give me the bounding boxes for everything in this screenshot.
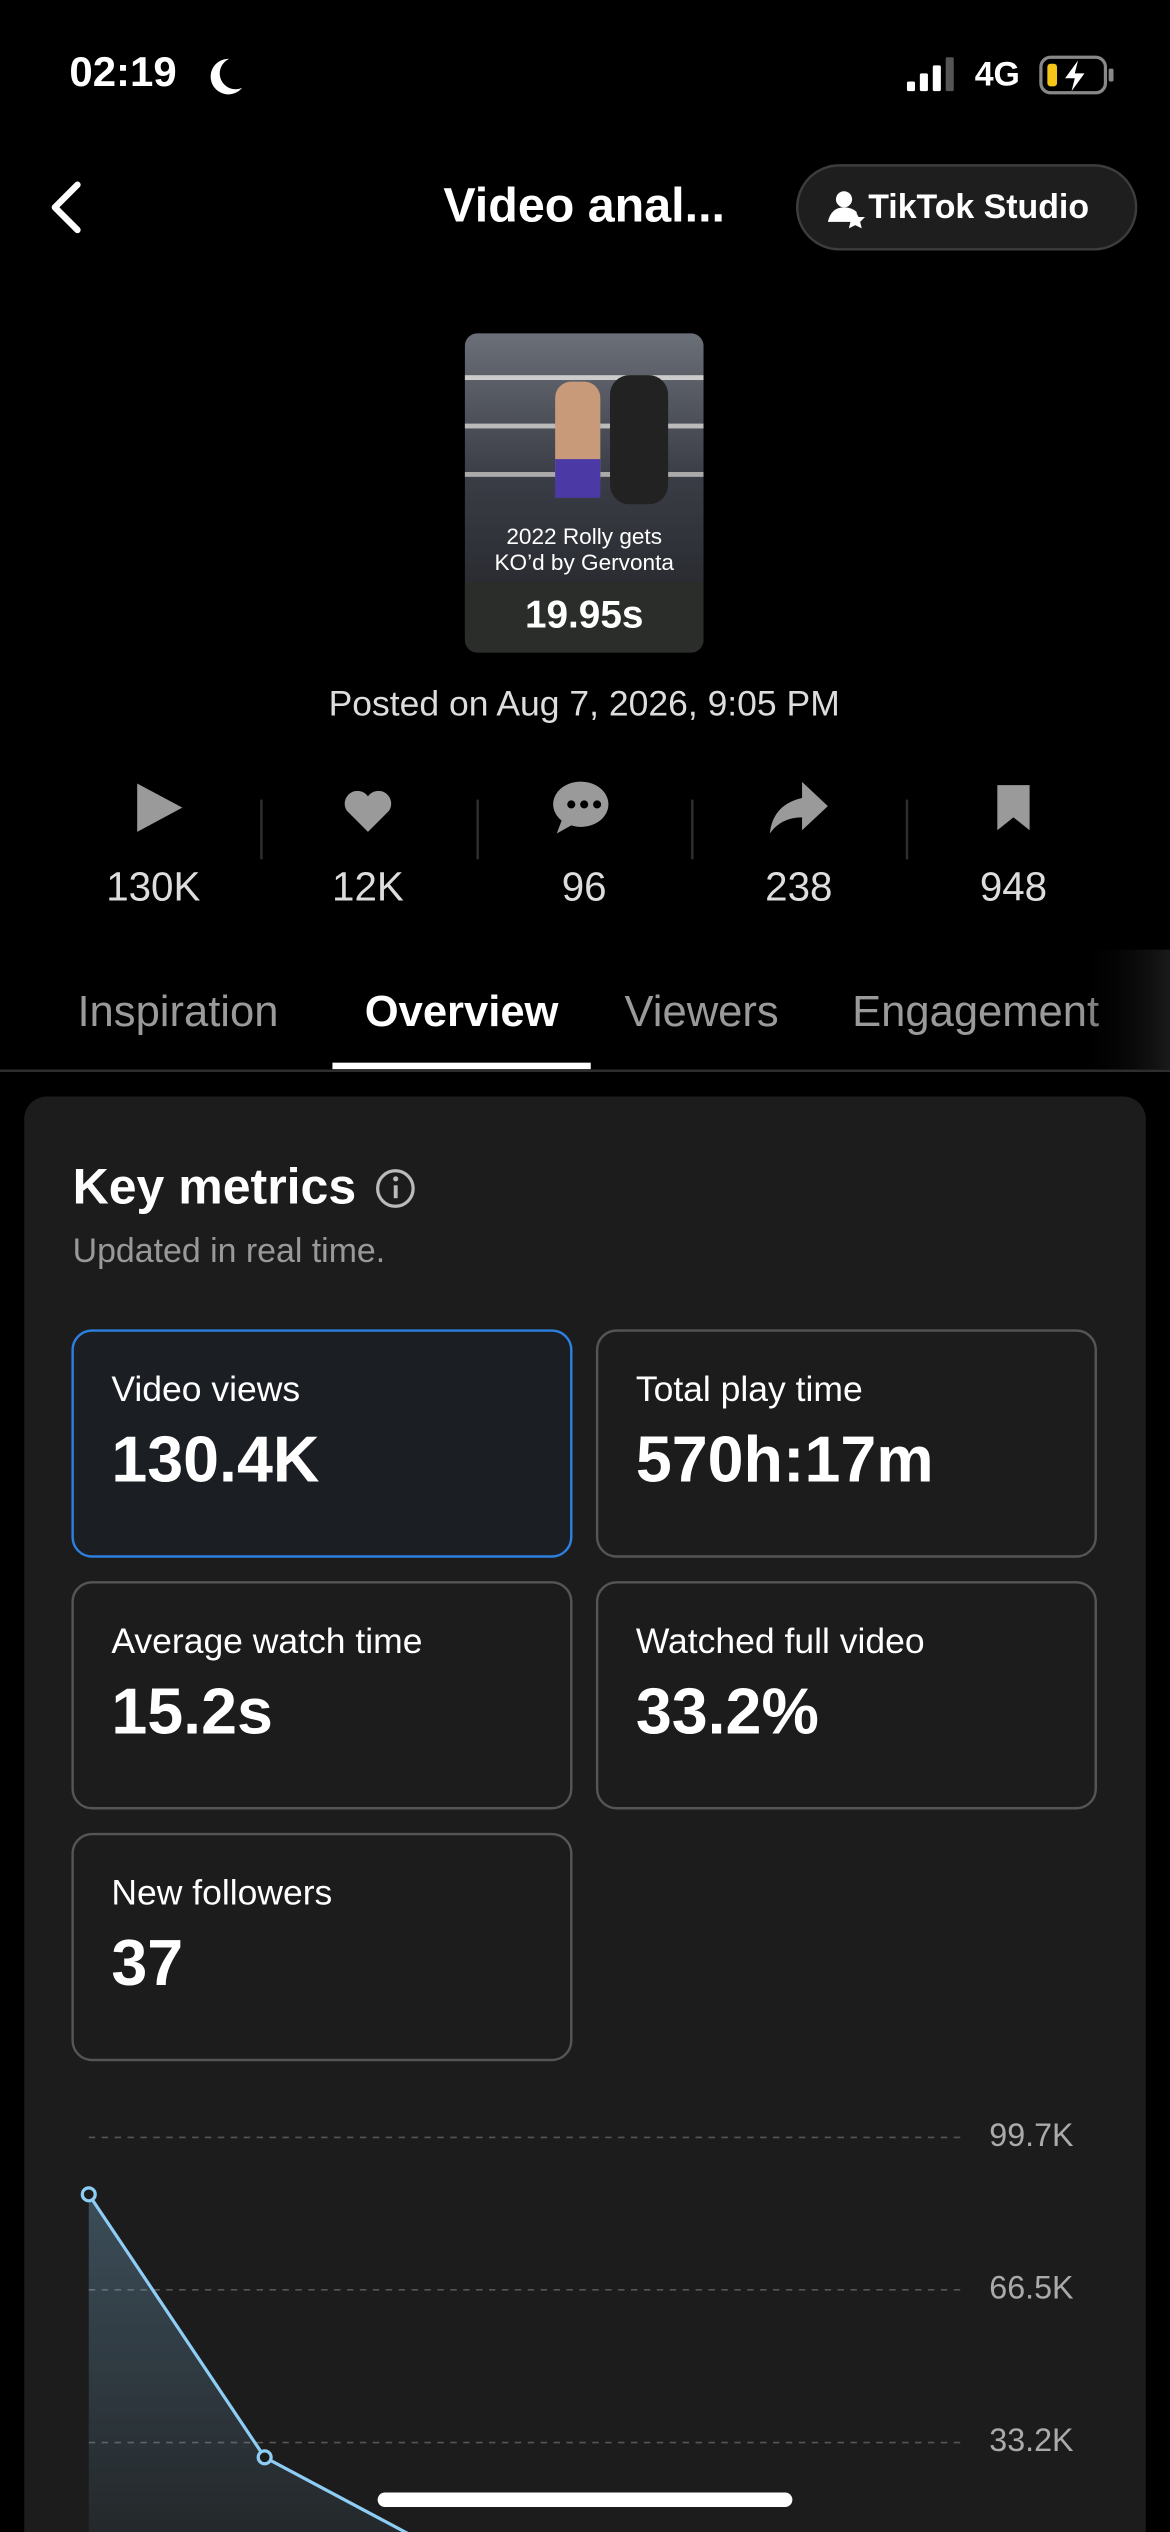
metric-value: 37 xyxy=(111,1927,183,1999)
metric-label: Video views xyxy=(111,1369,300,1409)
stat-count: 96 xyxy=(562,864,607,910)
info-icon[interactable] xyxy=(376,1169,415,1208)
stat-dividers xyxy=(260,799,909,860)
tab[interactable]: Overview xyxy=(365,988,559,1036)
signal-icon xyxy=(906,57,954,92)
studio-icon xyxy=(835,191,853,208)
thumbnail-floor xyxy=(464,581,704,653)
back-button[interactable] xyxy=(51,181,81,234)
studio-button[interactable]: TikTok Studio xyxy=(796,164,1138,251)
video-duration: 19.95s xyxy=(525,593,643,636)
key-metrics-subtitle: Updated in real time. xyxy=(73,1232,386,1270)
views-chart: 99.7K 66.5K 33.2K xyxy=(80,2117,1074,2532)
metric-value: 33.2% xyxy=(636,1675,819,1747)
tab[interactable]: Viewers xyxy=(625,988,779,1036)
stat-count: 12K xyxy=(332,864,404,910)
key-metrics-title: Key metrics xyxy=(73,1158,357,1214)
stat-count: 238 xyxy=(765,864,832,910)
stat-count: 130K xyxy=(106,864,200,910)
metric-box[interactable] xyxy=(595,1581,1097,1810)
network-label: 4G xyxy=(975,56,1020,94)
video-caption: KO’d by Gervonta xyxy=(494,550,674,575)
metric-label: New followers xyxy=(111,1873,332,1913)
data-point[interactable] xyxy=(256,2449,273,2466)
metric-box[interactable] xyxy=(71,1581,573,1810)
tab[interactable]: Engagement xyxy=(852,988,1099,1036)
y-tick-label: 33.2K xyxy=(989,2422,1074,2458)
battery-icon xyxy=(1039,55,1114,95)
stats-row: 130K 12K 96 238 948 xyxy=(106,864,1047,910)
metric-box[interactable] xyxy=(71,1329,573,1558)
saves-icon xyxy=(997,785,1030,831)
active-tab-indicator xyxy=(332,1062,591,1070)
views-icon xyxy=(137,783,183,832)
metrics-card xyxy=(24,1096,1146,2532)
boxer-trunks xyxy=(555,459,601,498)
line-area xyxy=(88,2194,406,2532)
comments-icon xyxy=(553,781,609,834)
tab[interactable]: Inspiration xyxy=(77,988,278,1036)
shares-icon xyxy=(769,781,828,834)
studio-button-bg[interactable] xyxy=(796,164,1138,251)
studio-icon-star xyxy=(827,207,865,229)
video-caption: 2022 Rolly gets xyxy=(506,524,662,549)
tab-bar: Inspiration Overview Viewers Engagement xyxy=(77,988,1099,1036)
metric-box[interactable] xyxy=(595,1329,1097,1558)
posted-date: Posted on Aug 7, 2026, 9:05 PM xyxy=(329,683,840,723)
data-point[interactable] xyxy=(80,2186,97,2203)
metric-grid: Video views 130.4K Total play time 570h:17m… xyxy=(71,1329,1097,2062)
metric-value: 570h:17m xyxy=(636,1424,934,1496)
metric-label: Average watch time xyxy=(111,1621,422,1661)
studio-button-label[interactable]: TikTok Studio xyxy=(868,188,1089,226)
page-title: Video anal... xyxy=(443,179,725,233)
ring-rope xyxy=(464,375,704,381)
moon-icon xyxy=(210,58,243,95)
stat-count: 948 xyxy=(980,864,1047,910)
metric-value: 130.4K xyxy=(111,1424,320,1496)
metric-label: Watched full video xyxy=(636,1621,925,1661)
likes-icon xyxy=(344,790,392,832)
status-time: 02:19 xyxy=(69,48,176,95)
tab-fade xyxy=(1078,949,1170,1070)
home-indicator xyxy=(377,2492,793,2508)
boxer-figure xyxy=(610,375,669,505)
metric-label: Total play time xyxy=(636,1369,863,1409)
video-thumbnail[interactable] xyxy=(464,333,704,653)
metric-box[interactable] xyxy=(71,1832,573,2062)
metric-value: 15.2s xyxy=(111,1675,273,1747)
y-tick-label: 66.5K xyxy=(989,2269,1074,2305)
y-tick-label: 99.7K xyxy=(989,2117,1074,2153)
